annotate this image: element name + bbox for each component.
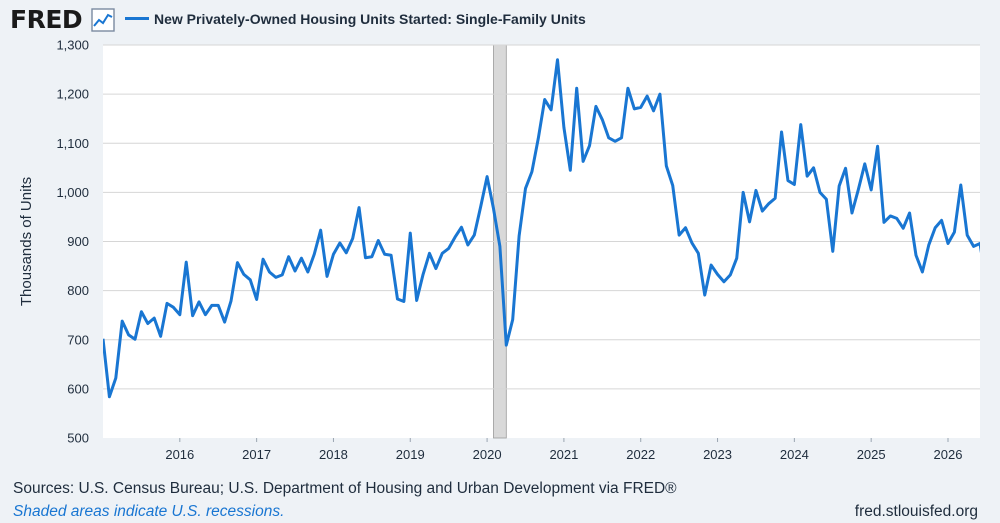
y-tick-label: 800 <box>67 283 89 298</box>
y-tick-label: 500 <box>67 431 89 446</box>
x-tick-label: 2018 <box>319 447 348 462</box>
x-tick-label: 2021 <box>549 447 578 462</box>
x-tick-label: 2016 <box>165 447 194 462</box>
fred-url-link[interactable]: fred.stlouisfed.org <box>854 503 978 520</box>
series-title: New Privately-Owned Housing Units Starte… <box>154 11 586 27</box>
x-tick-label: 2023 <box>703 447 732 462</box>
legend-swatch <box>125 17 149 20</box>
line-chart-icon <box>91 8 115 32</box>
y-tick-label: 900 <box>67 234 89 249</box>
y-tick-label: 1,300 <box>56 38 89 53</box>
x-tick-label: 2025 <box>857 447 886 462</box>
fred-logo[interactable]: FRED <box>10 5 83 34</box>
series-line <box>103 58 980 399</box>
chart-header: FRED New Privately-Owned Housing Units S… <box>0 0 1000 40</box>
y-axis-title: Thousands of Units <box>18 177 35 306</box>
x-tick-label: 2017 <box>242 447 271 462</box>
x-tick-label: 2026 <box>934 447 963 462</box>
x-tick-label: 2024 <box>780 447 809 462</box>
y-tick-label: 700 <box>67 332 89 347</box>
line-chart: 500 600 700 800 900 1,000 1,100 1,200 1,300 2016 2… <box>18 38 980 462</box>
x-tick-label: 2020 <box>473 447 502 462</box>
recession-note: Shaded areas indicate U.S. recessions. <box>13 503 285 520</box>
x-tick-label: 2019 <box>396 447 425 462</box>
y-tick-label: 600 <box>67 381 89 396</box>
y-tick-label: 1,200 <box>56 87 89 102</box>
sources-text: Sources: U.S. Census Bureau; U.S. Depart… <box>13 480 677 497</box>
y-tick-label: 1,000 <box>56 185 89 200</box>
x-tick-label: 2022 <box>626 447 655 462</box>
y-tick-label: 1,100 <box>56 136 89 151</box>
